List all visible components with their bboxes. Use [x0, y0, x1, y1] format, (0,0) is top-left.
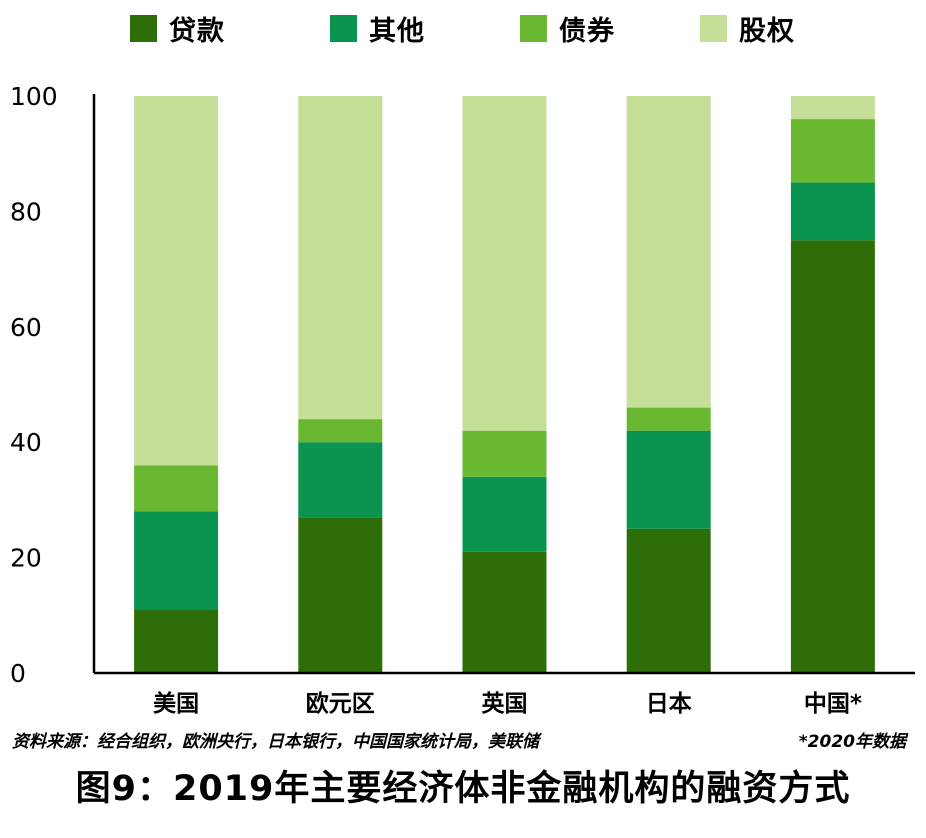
- bar-2-1: [298, 419, 383, 443]
- bar-0-1: [298, 517, 383, 673]
- y-tick-label: 0: [10, 659, 26, 688]
- y-tick-label: 60: [10, 313, 42, 342]
- legend-swatch: [130, 14, 157, 42]
- x-tick-label: 美国: [153, 690, 199, 717]
- legend-item: 贷款: [130, 8, 225, 48]
- bar-3-2: [462, 96, 547, 431]
- legend-item: 其他: [330, 8, 425, 48]
- bar-1-3: [626, 430, 711, 529]
- bar-2-2: [462, 430, 547, 477]
- bar-3-0: [134, 96, 219, 466]
- legend-swatch: [330, 14, 357, 42]
- x-tick-label: 欧元区: [306, 691, 375, 717]
- bar-0-4: [790, 240, 875, 673]
- x-tick-label: 日本: [646, 691, 692, 717]
- legend-label: 贷款: [169, 15, 225, 47]
- legend-label: 债券: [559, 15, 615, 47]
- chart-legend: 贷款 其他 债券 股权: [0, 8, 926, 48]
- bar-2-4: [790, 119, 875, 183]
- bar-2-3: [626, 407, 711, 431]
- legend-swatch: [520, 14, 547, 42]
- y-tick-label: 20: [10, 544, 42, 573]
- y-tick-label: 100: [10, 82, 58, 111]
- legend-label: 股权: [739, 15, 795, 47]
- bar-1-1: [298, 442, 383, 518]
- legend-label: 其他: [369, 15, 425, 47]
- x-tick-label: 英国: [482, 690, 528, 717]
- bar-1-4: [790, 182, 875, 241]
- figure-title: 图9：2019年主要经济体非金融机构的融资方式: [75, 769, 851, 809]
- y-tick-label: 80: [10, 197, 42, 226]
- bar-1-0: [134, 511, 219, 610]
- bar-3-1: [298, 96, 383, 420]
- bar-0-2: [462, 551, 547, 673]
- bar-3-3: [626, 96, 711, 408]
- bar-0-3: [626, 528, 711, 673]
- bar-0-0: [134, 609, 219, 673]
- legend-item: 债券: [520, 8, 615, 48]
- legend-item: 股权: [700, 8, 795, 48]
- y-tick-label: 40: [10, 428, 42, 457]
- legend-swatch: [700, 14, 727, 42]
- bar-3-4: [790, 96, 875, 120]
- stacked-bar-chart: 美国 欧元区 英国 日本 中国* 0 20 40 60 80 100: [10, 82, 915, 717]
- data-year-note: *2020年数据: [798, 732, 906, 752]
- source-note: 资料来源：经合组织，欧洲央行，日本银行，中国国家统计局，美联储: [12, 732, 539, 752]
- bar-2-0: [134, 465, 219, 512]
- bar-1-2: [462, 476, 547, 552]
- x-tick-label: 中国*: [804, 691, 862, 717]
